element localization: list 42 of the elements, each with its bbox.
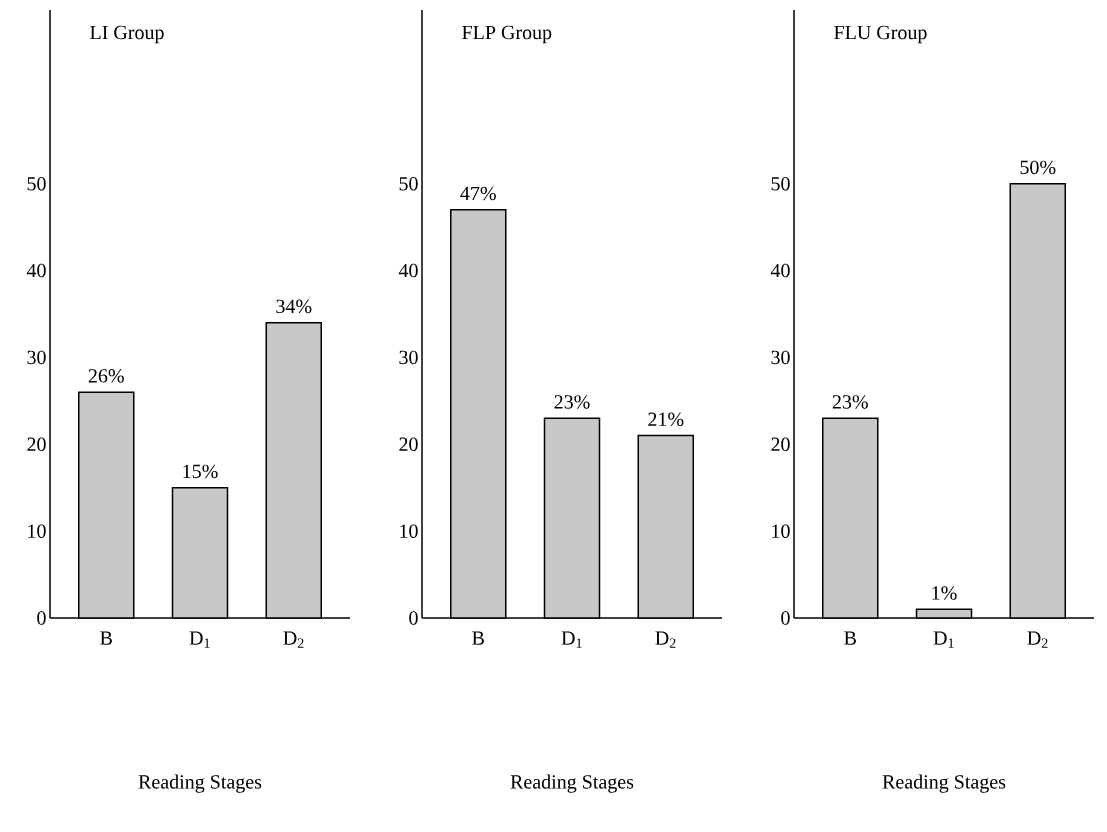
y-tick-label: 30 <box>27 350 46 365</box>
y-tick-label: 10 <box>400 524 418 538</box>
data-label: 47% <box>460 186 496 201</box>
y-tick-label: 30 <box>399 350 418 365</box>
data-label: 34% <box>276 299 312 314</box>
y-tick-label: 10 <box>772 524 790 538</box>
y-tick-label: 40 <box>398 263 418 278</box>
data-label: 1% <box>932 586 957 600</box>
data-label: 23% <box>832 395 868 409</box>
x-tick-label: B <box>100 631 112 645</box>
data-label: 23% <box>554 395 590 409</box>
text: FLP Group <box>462 25 552 44</box>
y-tick-label: 50 <box>771 176 790 191</box>
data-label: 21% <box>648 412 684 427</box>
text: LI Group <box>90 25 164 44</box>
y-tick-label: 50 <box>399 176 418 191</box>
x-axis-title: Reading Stages <box>510 774 634 793</box>
y-tick-label: 30 <box>771 350 790 365</box>
y-tick-label: 10 <box>28 524 46 538</box>
y-tick-label: 0 <box>781 611 790 625</box>
y-tick-label: 50 <box>27 176 46 191</box>
x-tick-label: B <box>472 631 484 645</box>
x-tick-label: D$_{2}$ <box>655 631 676 648</box>
text: FLU Group <box>834 25 927 44</box>
data-label: 26% <box>88 369 124 383</box>
x-tick-label: D$_{2}$ <box>1027 631 1048 648</box>
y-tick-label: 20 <box>771 437 790 452</box>
data-label: 50% <box>1020 160 1056 175</box>
data-label: 15% <box>183 464 218 479</box>
y-tick-label: 0 <box>409 611 418 625</box>
y-tick-label: 40 <box>770 263 790 278</box>
x-tick-label: D$_{1}$ <box>189 631 210 648</box>
y-tick-label: 40 <box>26 263 46 278</box>
y-tick-label: 0 <box>37 611 46 625</box>
x-axis-title: Reading Stages <box>882 774 1006 793</box>
x-axis-title: Reading Stages <box>138 774 262 793</box>
x-tick-label: D$_{1}$ <box>561 631 582 648</box>
x-tick-label: D$_{1}$ <box>933 631 954 648</box>
x-tick-label: B <box>844 631 856 645</box>
y-tick-label: 20 <box>27 437 46 452</box>
y-tick-label: 20 <box>399 437 418 452</box>
x-tick-label: D$_{2}$ <box>283 631 304 648</box>
